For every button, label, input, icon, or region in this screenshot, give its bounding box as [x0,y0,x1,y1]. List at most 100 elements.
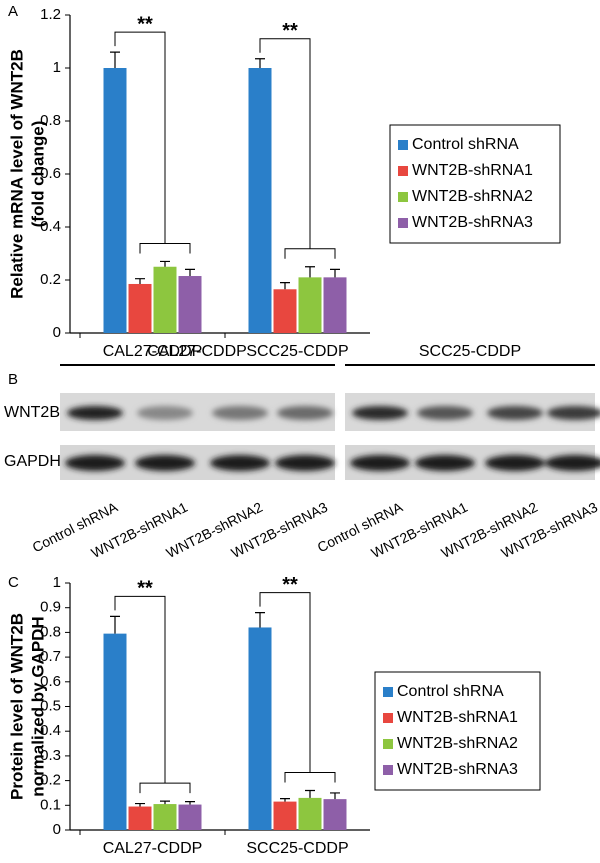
blot-band [545,455,600,471]
legend-label: Control shRNA [397,683,504,700]
bar [178,804,202,830]
annotation: ** [282,574,298,596]
blot-group-label: CAL27-CDDP [147,343,247,360]
blot-band [65,455,125,471]
blot-band [547,406,600,420]
panel-label: A [8,3,18,20]
error-bar [255,58,265,68]
y-tick-label: 0.2 [40,271,61,288]
legend-swatch [383,765,393,775]
error-bar [160,260,170,267]
blot-band [485,455,545,471]
error-bar [330,268,340,278]
legend-label: WNT2B-shRNA2 [397,735,518,752]
y-tick-label: 0 [53,324,61,341]
error-bar [110,615,120,634]
error-bar [305,266,315,278]
blot-band [277,406,333,420]
legend-label: WNT2B-shRNA3 [412,214,533,231]
bar [178,276,202,333]
legend-label: WNT2B-shRNA1 [412,162,533,179]
y-tick-label: 1 [53,59,61,76]
blot-band [67,406,123,420]
x-tick-label: CAL27-CDDP [103,840,203,857]
bar [128,283,152,333]
blot-band [350,455,410,471]
y-tick-label: 0.4 [40,218,61,235]
error-bar [255,612,265,628]
y-tick-label: 0.8 [40,623,61,640]
panel-label: C [8,574,19,591]
legend-label: WNT2B-shRNA3 [397,761,518,778]
blot-band [415,455,475,471]
y-tick-label: 0 [53,821,61,838]
bar [323,277,347,333]
legend-box [389,124,561,244]
annotation: ** [282,20,298,42]
blot-group-label: SCC25-CDDP [419,343,521,360]
y-axis-label: Relative mRNA level of WNT2B [7,49,26,299]
y-axis-label: Protein level of WNT2B [7,613,26,800]
bar [298,277,322,333]
bar [103,68,127,333]
significance-bracket [259,38,336,259]
legend-swatch [398,140,408,150]
blot-band [487,406,543,420]
bar [248,68,272,333]
blot-band [135,455,195,471]
bar [273,801,297,830]
error-bar [280,282,290,290]
error-bar [135,278,145,284]
legend-swatch [398,218,408,228]
x-tick-label: CAL27-CDDP [103,343,203,360]
blot-band [352,406,408,420]
y-tick-label: 0.2 [40,772,61,789]
legend-label: Control shRNA [412,136,519,153]
legend-swatch [383,713,393,723]
bar [128,806,152,830]
bar [248,627,272,830]
error-bar [160,800,170,805]
significance-bracket [259,592,336,783]
blot-band [212,406,268,420]
error-bar [135,802,145,807]
legend-swatch [383,687,393,697]
bar [298,797,322,830]
blot-band [137,406,193,420]
blot-band [210,455,270,471]
bar [103,633,127,830]
error-bar [305,789,315,798]
error-bar [330,792,340,800]
y-tick-label: 0.3 [40,747,61,764]
error-bar [110,51,120,68]
y-tick-label: 0.1 [40,796,61,813]
bar [323,799,347,830]
blot-row-label: WNT2B [4,404,60,421]
significance-bracket [114,595,191,794]
bar [153,266,177,333]
legend-swatch [398,166,408,176]
y-tick-label: 0.6 [40,673,61,690]
panel-label: B [8,371,18,388]
y-axis-label: normalized by GAPDH [28,616,47,796]
legend-box [374,671,541,791]
error-bar [185,800,195,805]
legend-label: WNT2B-shRNA2 [412,188,533,205]
blot-row-label: GAPDH [4,453,61,470]
blot-band [417,406,473,420]
y-tick-label: 0.4 [40,722,61,739]
bar [273,289,297,333]
legend-swatch [383,739,393,749]
blot-bands [65,406,600,471]
blot-band [275,455,335,471]
error-bar [280,798,290,802]
legend-swatch [398,192,408,202]
y-tick-label: 1.2 [40,6,61,23]
y-tick-label: 0.9 [40,599,61,616]
significance-bracket [114,31,191,254]
annotation: ** [137,13,153,35]
bar [153,804,177,830]
y-tick-label: 0.5 [40,697,61,714]
x-tick-label: SCC25-CDDP [246,840,348,857]
